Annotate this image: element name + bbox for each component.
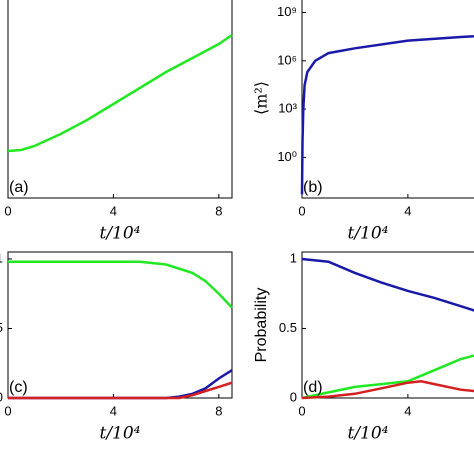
y-tick-label: 1 <box>0 250 3 265</box>
y-tick-label: 10³ <box>278 101 297 116</box>
x-axis-label: t/10⁴ <box>99 424 140 444</box>
series-line <box>7 33 233 153</box>
y-tick-label: 0 <box>0 389 3 404</box>
x-axis-label: t/10⁴ <box>347 224 388 244</box>
panel-label: (a) <box>9 179 29 196</box>
y-tick-label: 1 <box>290 250 297 265</box>
x-tick-label: 4 <box>404 203 411 218</box>
axes-frame <box>301 251 474 399</box>
panel-label: (c) <box>9 379 28 396</box>
x-tick-label: 8 <box>215 203 222 218</box>
y-axis-label: ⟨m²⟩ <box>252 81 271 115</box>
axes-frame <box>7 251 233 399</box>
y-tick-label: 0.5 <box>0 320 3 335</box>
series-line <box>8 381 233 400</box>
series-line <box>301 354 474 400</box>
series-line <box>301 380 474 400</box>
x-tick-label: 0 <box>298 203 305 218</box>
x-tick-label: 0 <box>4 203 11 218</box>
series-line <box>300 35 474 195</box>
y-tick-label: 10⁹ <box>277 4 297 19</box>
y-tick-label: 10⁰ <box>277 149 297 164</box>
y-tick-label: 0 <box>290 389 297 404</box>
x-axis-label: t/10⁴ <box>99 224 140 244</box>
series-line <box>8 260 233 309</box>
panel-label: (b) <box>303 179 323 196</box>
x-axis-label: t/10⁴ <box>347 424 388 444</box>
axes-frame <box>7 0 233 199</box>
series-line <box>301 257 474 312</box>
x-tick-label: 4 <box>404 403 411 418</box>
panel-label: (d) <box>303 379 323 396</box>
x-tick-label: 4 <box>110 403 117 418</box>
x-tick-label: 8 <box>215 403 222 418</box>
x-tick-label: 0 <box>298 403 305 418</box>
y-axis-label: Probability <box>253 288 270 363</box>
y-tick-label: 0.5 <box>279 320 297 335</box>
x-tick-label: 0 <box>4 403 11 418</box>
y-tick-label: 10⁶ <box>277 52 297 67</box>
axes-frame <box>301 0 474 199</box>
x-tick-label: 4 <box>110 203 117 218</box>
